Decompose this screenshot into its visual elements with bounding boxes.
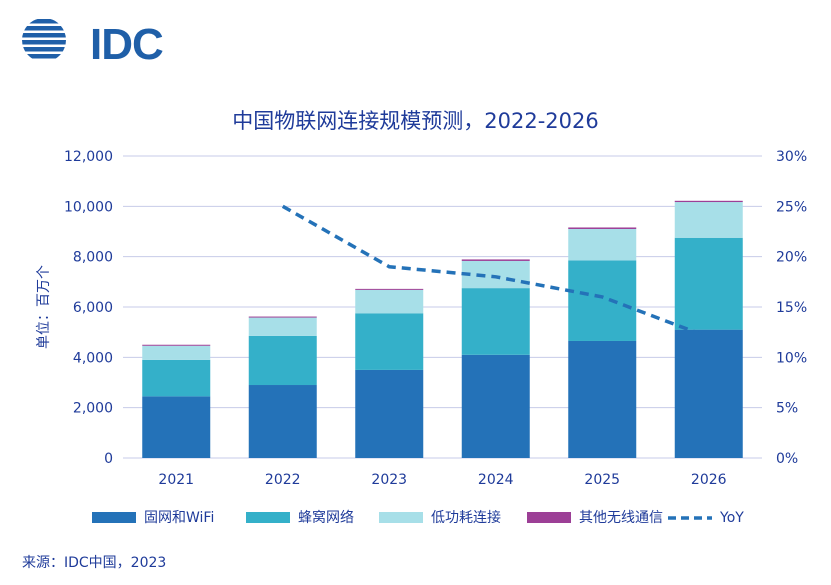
bar-segment (568, 260, 637, 341)
x-tick-label: 2023 (371, 472, 407, 488)
y2-tick-label: 15% (776, 300, 807, 316)
x-tick-label: 2021 (158, 472, 194, 488)
legend-label: 其他无线通信 (579, 510, 663, 526)
y-tick-label: 2,000 (73, 401, 113, 417)
legend-swatch (527, 512, 571, 523)
y-tick-label: 12,000 (64, 149, 113, 165)
y2-tick-label: 10% (776, 350, 807, 366)
legend-label: 固网和WiFi (144, 510, 214, 526)
idc-logo: IDC (20, 14, 180, 69)
bar-segment (461, 288, 530, 355)
bar-segment (674, 329, 743, 458)
bar-segment (568, 227, 637, 229)
bar-segment (142, 344, 211, 346)
bar-segment (355, 369, 424, 458)
y2-tick-label: 0% (776, 451, 798, 467)
y2-tick-label: 30% (776, 149, 807, 165)
logo-text: IDC (90, 20, 164, 69)
y2-tick-label: 25% (776, 199, 807, 215)
y-tick-label: 10,000 (64, 199, 113, 215)
bar-segment (142, 345, 211, 360)
source-note: 来源：IDC中国，2023 (22, 555, 167, 571)
chart-title: 中国物联网连接规模预测，2022-2026 (232, 109, 599, 133)
y-tick-label: 8,000 (73, 250, 113, 266)
x-tick-label: 2024 (478, 472, 514, 488)
y2-tick-label: 20% (776, 250, 807, 266)
y-tick-label: 6,000 (73, 300, 113, 316)
bar-segment (355, 288, 424, 290)
legend-label: 低功耗连接 (431, 509, 501, 526)
bar-segment (142, 359, 211, 397)
y-tick-label: 0 (104, 451, 113, 467)
bar-segment (355, 313, 424, 370)
legend-label: YoY (719, 510, 744, 526)
legend-swatch (246, 512, 290, 523)
bar-segment (674, 237, 743, 330)
bar-segment (674, 202, 743, 238)
x-tick-label: 2026 (691, 472, 727, 488)
bar-segment (355, 289, 424, 314)
bar-segment (248, 385, 317, 458)
legend-swatch (379, 512, 423, 523)
stacked-bar-chart: 12,000 10,000 8,000 6,000 4,000 2,000 0 30% 25% 2… (36, 149, 807, 526)
bar-segment (568, 228, 637, 261)
legend-swatch (92, 512, 136, 523)
bar-segment (142, 396, 211, 458)
bar-segment (461, 259, 530, 261)
bar-segment (568, 340, 637, 458)
bar-segment (461, 260, 530, 289)
bar-segment (674, 200, 743, 203)
yoy-line (281, 204, 710, 339)
bar-segment (248, 335, 317, 386)
y-axis-label: 单位：百万个 (36, 265, 52, 349)
y2-tick-label: 5% (776, 401, 798, 417)
legend-label: 蜂窝网络 (298, 509, 354, 526)
x-tick-label: 2025 (584, 472, 620, 488)
x-tick-label: 2022 (265, 472, 301, 488)
bar-segment (248, 316, 317, 318)
y-tick-label: 4,000 (73, 350, 113, 366)
bar-segment (248, 317, 317, 336)
idc-globe-icon (22, 19, 66, 59)
bar-segment (461, 354, 530, 458)
